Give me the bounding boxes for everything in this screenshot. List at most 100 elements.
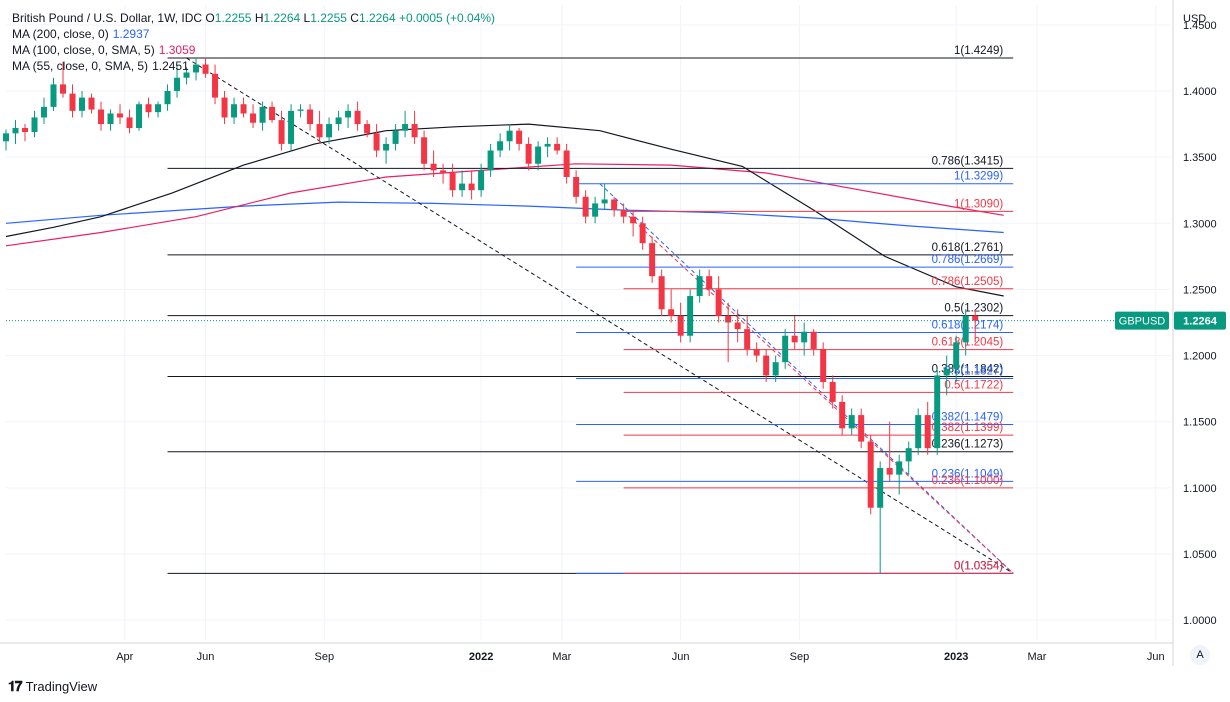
tradingview-branding[interactable]: 𝟏𝟕 TradingView: [8, 678, 97, 695]
candle-body: [611, 199, 618, 211]
indicator-ma200[interactable]: MA (200, close, 0) 1.2937: [12, 27, 150, 41]
candle-body: [60, 84, 67, 94]
candle: [563, 143, 570, 184]
candle-body: [905, 448, 912, 462]
candle: [877, 461, 884, 574]
candle: [421, 130, 428, 171]
candle: [554, 137, 561, 155]
candle: [278, 110, 285, 151]
candle-body: [886, 468, 893, 475]
symbol-title: British Pound / U.S. Dollar, 1W, IDC: [12, 11, 203, 25]
time-tick-label: 2022: [469, 651, 493, 663]
candle: [183, 67, 190, 85]
indicator-ma100[interactable]: MA (100, close, 0, SMA, 5) 1.3059: [12, 43, 196, 57]
candle: [962, 309, 969, 356]
candle: [354, 101, 361, 131]
candle: [953, 335, 960, 383]
fib_red-level-label: 0(1.0354): [954, 560, 1003, 572]
candle: [440, 163, 447, 184]
candle-body: [782, 335, 789, 363]
candle-body: [487, 150, 494, 171]
candle-body: [867, 441, 874, 508]
candle: [848, 408, 855, 435]
symbol-row[interactable]: British Pound / U.S. Dollar, 1W, IDC O1.…: [12, 10, 495, 26]
candle-body: [896, 461, 903, 475]
candle-body: [288, 110, 295, 144]
candle: [31, 110, 38, 138]
candle-body: [753, 348, 760, 356]
trendline-0: [186, 57, 1014, 574]
candle-body: [430, 163, 437, 171]
candle-body: [88, 97, 95, 110]
fib_black-level-label: 0.236(1.1273): [932, 439, 1004, 451]
candle-body: [687, 296, 694, 336]
candle: [696, 269, 703, 303]
candle-body: [554, 143, 561, 151]
candle: [468, 170, 475, 200]
candle: [506, 124, 513, 151]
candle-body: [763, 355, 770, 376]
candle: [839, 395, 846, 435]
candle: [601, 183, 608, 211]
indicator-ma55[interactable]: MA (55, close, 0, SMA, 5) 1.2451: [12, 59, 189, 73]
candle-body: [373, 133, 380, 151]
candle-body: [953, 342, 960, 369]
candle-body: [915, 415, 922, 449]
candle: [126, 109, 133, 134]
candle-body: [440, 170, 447, 174]
candle-body: [943, 368, 950, 376]
fibonacci-levels: 1(1.4249) 0.786(1.3415) 0.618(1.2761) 0.5(1…: [167, 45, 1014, 574]
time-tick-label: Sep: [315, 651, 335, 663]
price-tick-label: 1.1500: [1183, 417, 1217, 429]
candle: [744, 315, 751, 356]
candle-body: [278, 120, 285, 144]
price-tick-label: 1.1000: [1183, 483, 1217, 495]
candle: [639, 216, 646, 250]
candle-body: [449, 173, 456, 191]
tradingview-name: TradingView: [25, 679, 98, 694]
candle: [478, 163, 485, 197]
candle: [136, 101, 143, 131]
auto-scale-button[interactable]: A: [1190, 645, 1210, 665]
candle: [364, 120, 371, 138]
grid: [6, 5, 1170, 640]
candle-body: [345, 110, 352, 118]
candle: [934, 368, 941, 455]
fib_blue-level-label: 0.382(1.1479): [932, 411, 1004, 423]
candle-body: [12, 128, 19, 134]
time-tick-label: Jun: [197, 651, 215, 663]
price-tick-label: 1.3500: [1183, 152, 1217, 164]
candle: [924, 401, 931, 455]
candle-body: [155, 104, 162, 113]
candle: [753, 342, 760, 363]
fib_black-level-label: 0.5(1.2302): [944, 303, 1003, 315]
candle: [497, 133, 504, 158]
candle-body: [307, 109, 314, 125]
candle-body: [563, 150, 570, 177]
candle-body: [421, 137, 428, 164]
candle: [829, 375, 836, 409]
candle: [734, 309, 741, 343]
candle-body: [829, 382, 836, 402]
candle-body: [972, 315, 979, 321]
fib_red-level-label: 0.236(1.1000): [932, 475, 1004, 487]
symbol-badge: [1115, 311, 1169, 330]
candle: [98, 101, 105, 131]
candle-body: [725, 315, 732, 323]
time-tick-label: Mar: [552, 651, 571, 663]
candle-body: [573, 176, 580, 197]
candle: [706, 269, 713, 297]
candlesticks: [3, 57, 979, 574]
candle: [810, 329, 817, 356]
candle: [772, 355, 779, 383]
candle-body: [240, 104, 247, 114]
candle: [782, 329, 789, 369]
candle: [525, 137, 532, 171]
candle: [88, 93, 95, 114]
candle: [516, 128, 523, 151]
candle: [592, 196, 599, 224]
ma-line-1: [5, 163, 1004, 247]
candle: [611, 196, 618, 217]
candle: [886, 421, 893, 482]
